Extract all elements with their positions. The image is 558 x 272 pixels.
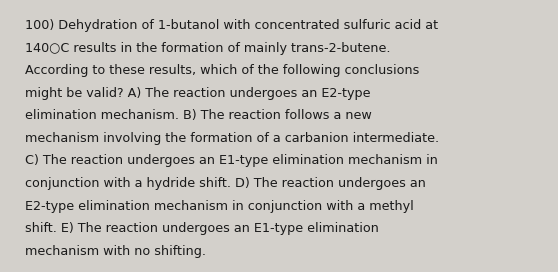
Text: conjunction with a hydride shift. D) The reaction undergoes an: conjunction with a hydride shift. D) The… [25,177,426,190]
Text: 100) Dehydration of 1-butanol with concentrated sulfuric acid at: 100) Dehydration of 1-butanol with conce… [25,19,438,32]
Text: might be valid? A) The reaction undergoes an E2-type: might be valid? A) The reaction undergoe… [25,87,371,100]
Text: E2-type elimination mechanism in conjunction with a methyl: E2-type elimination mechanism in conjunc… [25,200,414,213]
Text: elimination mechanism. B) The reaction follows a new: elimination mechanism. B) The reaction f… [25,109,372,122]
Text: shift. E) The reaction undergoes an E1-type elimination: shift. E) The reaction undergoes an E1-t… [25,222,379,235]
Text: mechanism involving the formation of a carbanion intermediate.: mechanism involving the formation of a c… [25,132,439,145]
Text: C) The reaction undergoes an E1-type elimination mechanism in: C) The reaction undergoes an E1-type eli… [25,154,438,168]
Text: 140○C results in the formation of mainly trans-2-butene.: 140○C results in the formation of mainly… [25,42,391,55]
Text: mechanism with no shifting.: mechanism with no shifting. [25,245,206,258]
Text: According to these results, which of the following conclusions: According to these results, which of the… [25,64,420,77]
